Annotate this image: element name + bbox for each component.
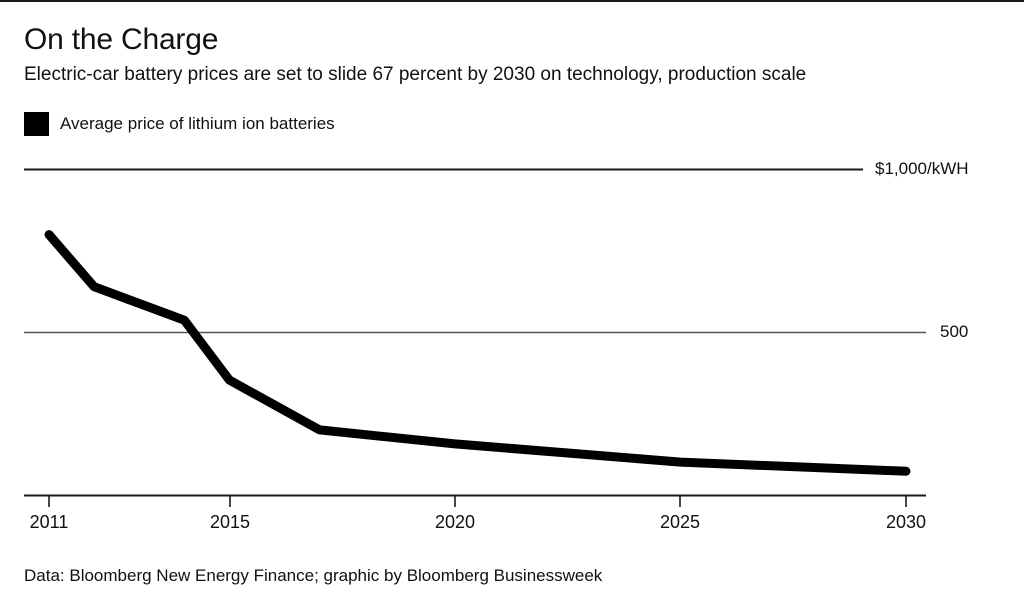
- source-note: Data: Bloomberg New Energy Finance; grap…: [24, 566, 603, 585]
- chart-subtitle: Electric-car battery prices are set to s…: [24, 64, 807, 85]
- x-axis-label-2011: 2011: [29, 512, 69, 532]
- chart-legend: Average price of lithium ion batteries: [24, 110, 335, 138]
- legend-item-label: Average price of lithium ion batteries: [60, 114, 335, 133]
- page-title: On the Charge: [24, 23, 219, 56]
- x-axis-label-2025: 2025: [659, 512, 701, 532]
- x-axis-label-2015: 2015: [209, 512, 251, 532]
- legend-swatch-icon: [24, 112, 49, 136]
- top-rule-divider: [0, 0, 1024, 2]
- y-axis-label-1000: $1,000/kWH: [875, 159, 969, 178]
- x-axis-label-2020: 2020: [434, 512, 476, 532]
- data-series-line: [44, 230, 911, 476]
- x-axis-label-2030: 2030: [885, 512, 927, 532]
- y-axis-label-500: 500: [940, 322, 969, 341]
